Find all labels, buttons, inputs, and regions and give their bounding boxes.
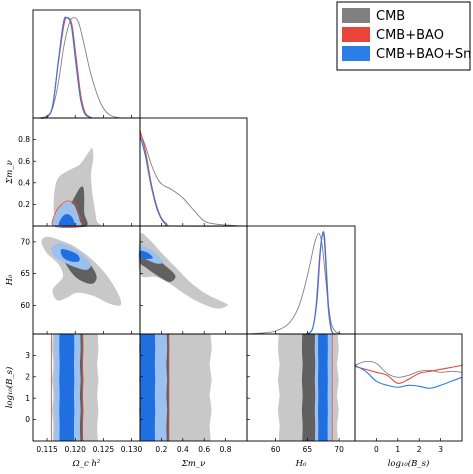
marginal-logBs-cmb-bao	[354, 364, 463, 384]
xtick-label-omch2: 0.120	[64, 445, 86, 454]
ytick-label-logBs: 3	[25, 351, 30, 360]
xtick-label-logBs: 0	[374, 445, 379, 454]
xtick-label-omch2: 0.115	[36, 445, 58, 454]
ytick-label-H0: 65	[20, 269, 30, 278]
yaxis-label-H0: H₀	[5, 274, 15, 286]
marginal-logBs-cmb	[354, 360, 463, 378]
ytick-label-mnu: 0.6	[18, 157, 30, 166]
yaxis-label-logBs: log₁₀(B_s)	[4, 367, 15, 409]
contour-mnu-H0-sn-68	[139, 250, 153, 260]
contour-omch2-mnu-sn-68	[58, 214, 76, 227]
xtick-label-omch2: 0.130	[121, 445, 143, 454]
marginal-H0-cmb-bao-sn	[305, 231, 337, 335]
xtick-label-mnu: 0.2	[155, 445, 167, 454]
xtick-label-logBs: 2	[417, 445, 422, 454]
xaxis-label-mnu: Σm_ν	[181, 459, 206, 469]
xaxis-label-H0: H₀	[295, 459, 307, 469]
panel-frame-r2-c1	[139, 225, 248, 335]
marginal-H0-cmb	[246, 233, 343, 335]
xtick-label-mnu: 0.4	[177, 445, 189, 454]
xtick-label-H0: 70	[334, 445, 344, 454]
ytick-label-mnu: 0.2	[18, 200, 30, 209]
legend-swatch-cmb-bao	[342, 27, 370, 42]
xaxis-label-omch2: Ω_c h²	[72, 459, 101, 469]
legend-swatch-cmb-bao-sn	[342, 46, 370, 61]
ytick-label-H0: 70	[20, 237, 30, 246]
panel-frame-r3-c3	[354, 333, 463, 442]
marginal-omch2-cmb	[38, 17, 121, 119]
legend: CMB CMB+BAO CMB+BAO+Sn	[336, 1, 471, 71]
marginal-logBs-cmb-bao-sn	[354, 364, 463, 389]
contour-mnu-H0-sn-95	[139, 245, 164, 264]
xtick-label-omch2: 0.125	[93, 445, 115, 454]
marginal-omch2-cmb-bao	[38, 17, 93, 119]
ytick-label-logBs: 0	[25, 415, 30, 424]
legend-swatch-cmb	[342, 8, 370, 23]
xtick-label-mnu: 0.6	[198, 445, 210, 454]
xtick-label-logBs: 1	[395, 445, 400, 454]
ytick-label-mnu: 0.4	[18, 178, 30, 187]
marginal-omch2-cmb-bao-sn	[38, 16, 93, 119]
ytick-label-mnu: 0.8	[18, 135, 30, 144]
marginal-mnu-cmb	[139, 132, 242, 227]
marginal-mnu-cmb-bao-sn	[139, 135, 242, 227]
xaxis-label-logBs: log₁₀(B_s)	[388, 458, 430, 469]
contour-H0-logBs-sn-68	[318, 334, 328, 441]
ytick-label-H0: 60	[20, 301, 30, 310]
panel-frame-r2-c2	[246, 225, 356, 335]
legend-label-cmb-bao-sn: CMB+BAO+Sn	[376, 47, 471, 62]
xtick-label-logBs: 3	[438, 445, 443, 454]
marginal-mnu-cmb-bao	[139, 130, 242, 227]
xtick-label-H0: 60	[271, 445, 281, 454]
contour-omch2-H0-sn-68	[60, 249, 80, 262]
legend-label-cmb-bao: CMB+BAO	[376, 28, 444, 43]
panel-frame-r0-c0	[32, 9, 141, 119]
xtick-label-mnu: 0.8	[220, 445, 232, 454]
ytick-label-logBs: 2	[25, 372, 30, 381]
legend-label-cmb: CMB	[376, 9, 405, 24]
xtick-label-H0: 65	[303, 445, 313, 454]
contour-omch2-logBs-sn-68	[59, 334, 75, 441]
contour-mnu-logBs-sn-68	[139, 334, 156, 441]
yaxis-label-mnu: Σm_ν	[5, 160, 15, 185]
ytick-label-logBs: 1	[25, 394, 30, 403]
